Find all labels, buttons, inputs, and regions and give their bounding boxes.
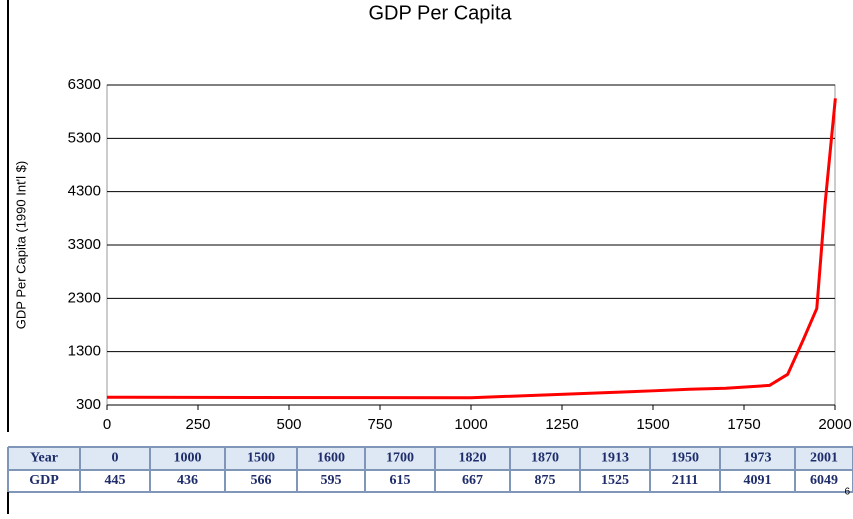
table-value: 1525	[601, 473, 629, 488]
x-tick-label: 2000	[818, 416, 851, 433]
header-row	[8, 447, 853, 470]
table-value: 875	[535, 473, 556, 488]
x-tick-label: 1250	[545, 416, 578, 433]
table-value: 566	[251, 473, 272, 488]
x-tick-label: 0	[103, 416, 111, 433]
table-year: 1700	[386, 451, 414, 466]
table-value: 445	[105, 473, 126, 488]
table-value: 4091	[744, 473, 772, 488]
y-tick-label: 6300	[68, 76, 101, 93]
table-year: 1973	[744, 451, 772, 466]
table-value: 6049	[810, 473, 838, 488]
table-year: 0	[112, 451, 119, 466]
y-tick-label: 5300	[68, 129, 101, 146]
table-year: 1913	[601, 451, 629, 466]
y-axis-label: GDP Per Capita (1990 Int'l $)	[13, 161, 28, 329]
table-year: 2001	[810, 451, 838, 466]
x-tick-label: 1750	[727, 416, 760, 433]
x-tick-label: 750	[367, 416, 392, 433]
table-header: Year	[30, 451, 58, 466]
table-year: 1950	[671, 451, 699, 466]
y-tick-label: 4300	[68, 183, 101, 200]
x-tick-label: 250	[185, 416, 210, 433]
table-year: 1000	[174, 451, 202, 466]
data-line	[106, 98, 837, 400]
x-tick-label: 500	[276, 416, 301, 433]
chart-title: GDP Per Capita	[368, 2, 512, 24]
table-year: 1500	[247, 451, 275, 466]
table-row-label: GDP	[29, 473, 59, 488]
page-number: 6	[844, 487, 850, 498]
table-year: 1820	[459, 451, 487, 466]
table-value: 667	[462, 473, 483, 488]
table-year: 1870	[531, 451, 559, 466]
data-table: Year GDP 0 445 1000 436 1500 566 1600 595 1700 615 1…	[7, 446, 853, 514]
y-tick-label: 3300	[68, 236, 101, 253]
y-tick-label: 1300	[68, 343, 101, 360]
table-year: 1600	[317, 451, 345, 466]
data-row	[8, 470, 853, 492]
y-tick-label: 2300	[68, 289, 101, 306]
table-value: 615	[390, 473, 411, 488]
table-value: 436	[177, 473, 198, 488]
x-tick-label: 1000	[454, 416, 487, 433]
x-tick-label: 1500	[636, 416, 669, 433]
y-tick-label: 300	[76, 396, 101, 413]
table-value: 2111	[672, 473, 698, 488]
table-value: 595	[321, 473, 342, 488]
